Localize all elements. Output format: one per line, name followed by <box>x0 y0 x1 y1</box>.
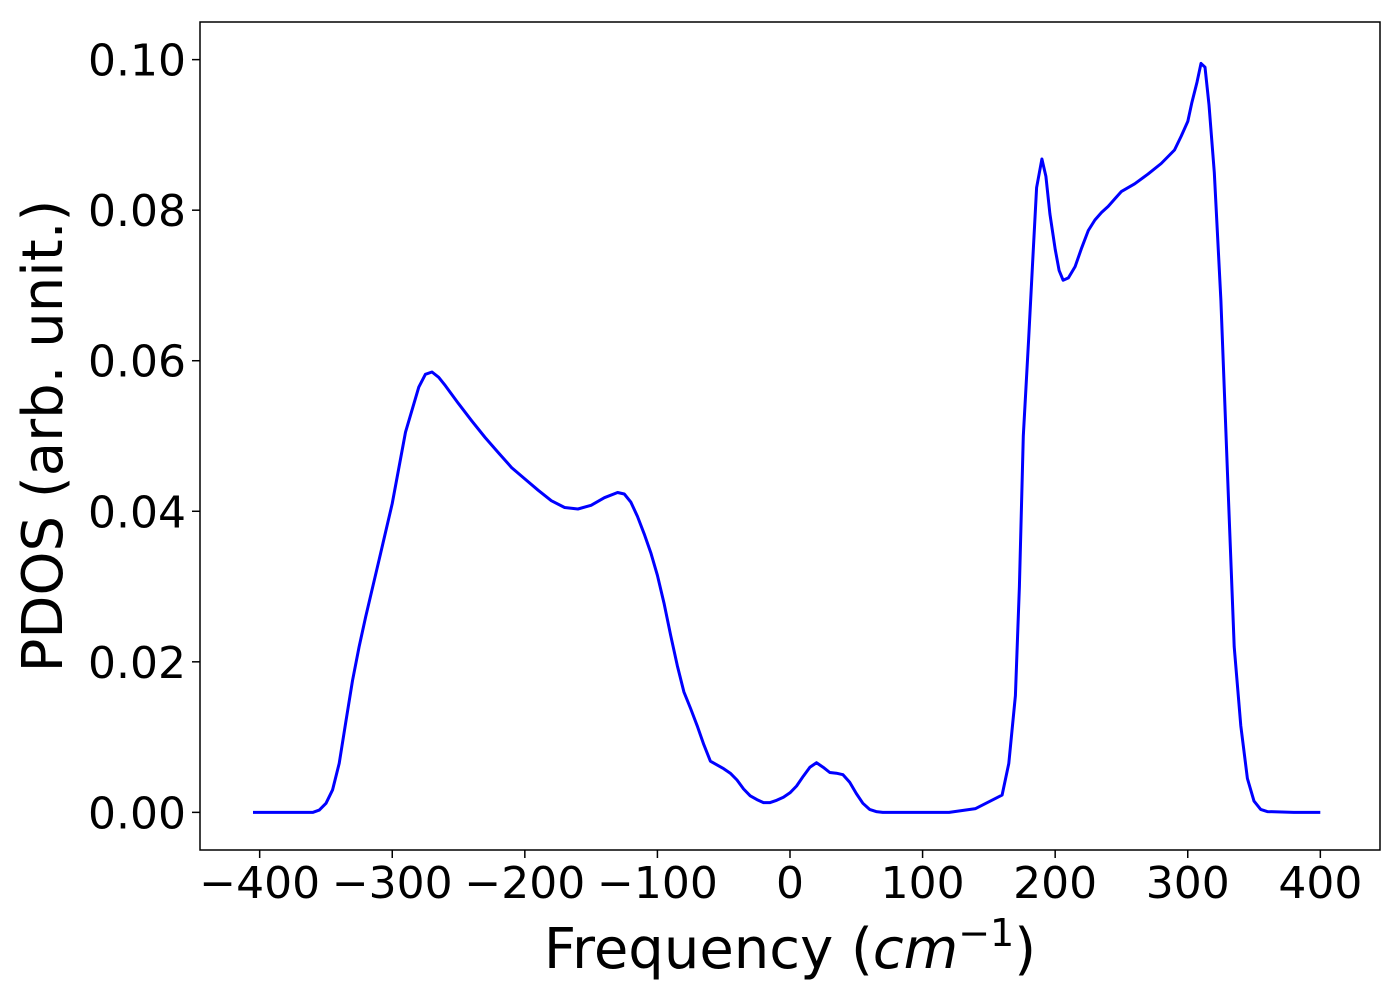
x-tick-label: −300 <box>332 858 453 909</box>
y-tick-label: 0.04 <box>88 487 186 538</box>
x-tick-label: 100 <box>881 858 965 909</box>
x-axis-label-exponent: −1 <box>958 911 1014 955</box>
y-tick-label: 0.08 <box>88 186 186 237</box>
x-tick-label: 200 <box>1013 858 1097 909</box>
x-axis-label: Frequency (cm−1) <box>544 911 1036 982</box>
y-axis-ticks: 0.00 0.02 0.04 0.06 0.08 0.10 <box>88 36 200 839</box>
x-tick-label: 400 <box>1278 858 1362 909</box>
x-tick-label: −200 <box>464 858 585 909</box>
series-layer <box>253 61 1321 814</box>
y-axis-label: PDOS (arb. unit.) <box>11 200 76 673</box>
x-tick-label: −100 <box>597 858 718 909</box>
y-tick-label: 0.02 <box>88 638 186 689</box>
x-tick-label: −400 <box>199 858 320 909</box>
plot-area-frame <box>199 21 1381 851</box>
y-tick-label: 0.10 <box>88 36 186 87</box>
x-tick-label: 0 <box>776 858 804 909</box>
x-axis-ticks: −400 −300 −200 −100 0 100 200 300 400 <box>199 850 1362 909</box>
y-tick-label: 0.06 <box>88 337 186 388</box>
y-tick-label: 0.00 <box>88 788 186 839</box>
x-axis-label-unit: cm <box>873 917 958 982</box>
x-axis-label-text: Frequency <box>544 917 833 982</box>
pdos-series-line <box>253 61 1321 814</box>
x-tick-label: 300 <box>1146 858 1230 909</box>
